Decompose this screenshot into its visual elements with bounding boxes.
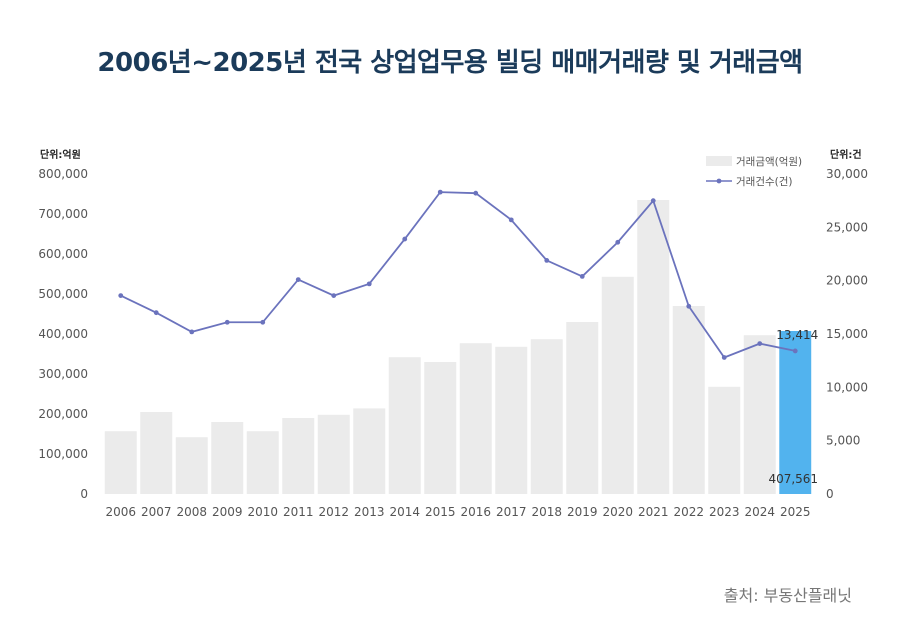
count-point-2017 xyxy=(508,217,514,223)
count-line xyxy=(118,189,798,360)
count-point-2024 xyxy=(757,341,763,346)
x-axis: 2006 2007 2008 2009 2010 2011 2012 2013 2014 2015… xyxy=(105,505,810,519)
annotation-count-2025: 13,414 xyxy=(776,328,818,342)
right-tick-label: 25,000 xyxy=(826,220,868,234)
left-tick-label: 800,000 xyxy=(38,167,88,181)
x-tick-label: 2023 xyxy=(709,505,740,519)
left-tick-label: 300,000 xyxy=(38,367,88,381)
count-point-2020 xyxy=(615,239,621,245)
left-axis-unit: 단위:억원 xyxy=(40,150,81,161)
x-tick-label: 2024 xyxy=(744,505,775,519)
x-tick-label: 2012 xyxy=(318,505,349,519)
bar-2011 xyxy=(282,418,315,494)
count-point-2016 xyxy=(473,190,479,196)
amount-bars xyxy=(104,200,812,494)
x-tick-label: 2006 xyxy=(105,505,136,519)
bar-2017 xyxy=(495,346,528,494)
bar-2021 xyxy=(637,200,670,494)
count-point-2013 xyxy=(366,281,372,287)
x-tick-label: 2025 xyxy=(780,505,811,519)
legend-label-count: 거래건수(건) xyxy=(736,176,793,188)
x-tick-label: 2011 xyxy=(283,505,314,519)
source-note: 출처: 부동산플래닛 xyxy=(723,586,852,605)
count-point-2025 xyxy=(792,348,798,354)
annotation-amount-2025: 407,561 xyxy=(768,472,818,486)
bar-2025 xyxy=(779,330,812,494)
legend: 거래금액(억원) 거래건수(건) xyxy=(706,156,802,188)
left-tick-label: 0 xyxy=(80,487,88,501)
bar-2022 xyxy=(672,306,705,494)
x-tick-label: 2021 xyxy=(638,505,669,519)
right-tick-label: 10,000 xyxy=(826,380,868,394)
bar-2010 xyxy=(246,431,279,494)
right-axis: 0 5,000 10,000 15,000 20,000 25,000 30,000 xyxy=(826,167,868,501)
count-point-2019 xyxy=(579,274,585,279)
left-tick-label: 600,000 xyxy=(38,247,88,261)
chart-title: 2006년~2025년 전국 상업업무용 빌딩 매매거래량 및 거래금액 xyxy=(97,48,803,78)
left-tick-label: 200,000 xyxy=(38,407,88,421)
legend-label-amount: 거래금액(억원) xyxy=(736,156,802,168)
x-tick-label: 2020 xyxy=(602,505,633,519)
bar-2014 xyxy=(388,357,421,494)
bar-2018 xyxy=(530,339,563,494)
count-point-2012 xyxy=(331,293,337,298)
bar-2019 xyxy=(566,322,599,494)
x-tick-label: 2017 xyxy=(496,505,527,519)
x-tick-label: 2014 xyxy=(389,505,420,519)
count-point-2021 xyxy=(650,198,656,204)
left-tick-label: 500,000 xyxy=(38,287,88,301)
right-tick-label: 15,000 xyxy=(826,327,868,341)
count-point-2009 xyxy=(224,319,230,325)
count-point-2006 xyxy=(118,293,124,298)
x-tick-label: 2022 xyxy=(673,505,704,519)
count-line-path xyxy=(120,191,796,359)
count-point-2022 xyxy=(686,303,692,309)
bar-2008 xyxy=(175,437,208,494)
x-tick-label: 2016 xyxy=(460,505,491,519)
left-tick-label: 700,000 xyxy=(38,207,88,221)
bar-2006 xyxy=(104,431,137,494)
bar-2016 xyxy=(459,343,492,494)
left-axis: 0 100,000 200,000 300,000 400,000 500,000 600,… xyxy=(38,167,88,501)
x-tick-label: 2019 xyxy=(567,505,598,519)
right-tick-label: 30,000 xyxy=(826,167,868,181)
x-tick-label: 2010 xyxy=(247,505,278,519)
bar-2007 xyxy=(140,412,173,494)
left-tick-label: 100,000 xyxy=(38,447,88,461)
count-point-2010 xyxy=(260,319,266,325)
x-tick-label: 2008 xyxy=(176,505,207,519)
right-tick-label: 5,000 xyxy=(826,434,860,448)
annotations: 13,414 407,561 xyxy=(768,328,818,486)
count-point-2008 xyxy=(189,329,195,335)
right-tick-label: 20,000 xyxy=(826,274,868,288)
count-point-2018 xyxy=(544,258,550,263)
bar-2013 xyxy=(353,408,386,494)
count-point-2014 xyxy=(402,236,408,242)
bar-2020 xyxy=(601,276,634,494)
x-tick-label: 2015 xyxy=(425,505,456,519)
count-point-2023 xyxy=(721,355,727,360)
bar-2012 xyxy=(317,414,350,494)
x-tick-label: 2018 xyxy=(531,505,562,519)
count-point-2015 xyxy=(437,189,443,195)
right-tick-label: 0 xyxy=(826,487,834,501)
left-tick-label: 400,000 xyxy=(38,327,88,341)
count-point-2011 xyxy=(295,277,301,282)
bar-2024 xyxy=(743,335,776,494)
x-tick-label: 2007 xyxy=(141,505,172,519)
count-point-2007 xyxy=(153,310,159,316)
x-tick-label: 2013 xyxy=(354,505,385,519)
bar-2015 xyxy=(424,362,457,494)
right-axis-unit: 단위:건 xyxy=(830,150,862,161)
bar-2023 xyxy=(708,386,741,494)
legend-swatch-amount xyxy=(706,156,732,166)
x-tick-label: 2009 xyxy=(212,505,243,519)
bar-2009 xyxy=(211,422,244,494)
legend-marker-count xyxy=(716,178,722,184)
